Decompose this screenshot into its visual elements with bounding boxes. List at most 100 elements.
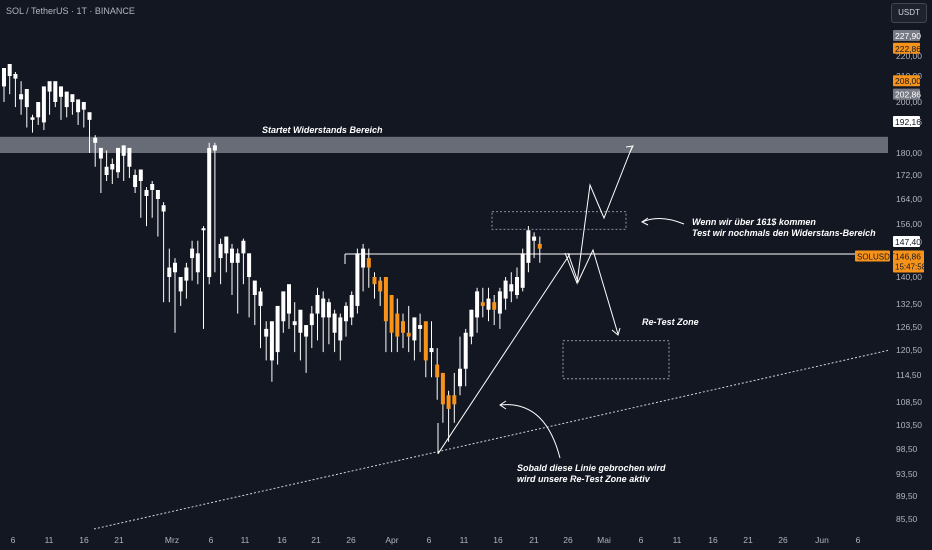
candle — [315, 287, 320, 341]
candle-body — [469, 309, 474, 337]
candle — [452, 372, 457, 423]
candle-body — [452, 395, 457, 405]
trend-pointer-arrow — [499, 404, 561, 459]
candle — [235, 248, 240, 314]
candle — [212, 142, 217, 273]
candle-body — [287, 284, 291, 314]
candle — [150, 181, 155, 218]
candle-body — [423, 321, 428, 361]
candle — [423, 321, 428, 378]
candle-countdown: 15:47:58 — [895, 263, 927, 272]
y-tick-label: 98,50 — [896, 444, 918, 454]
candle-body — [110, 164, 115, 170]
candle — [503, 277, 508, 310]
candle-body — [121, 145, 126, 156]
x-tick-label: 26 — [778, 535, 788, 545]
candle — [144, 187, 149, 227]
bearish-projection-path — [567, 248, 619, 335]
candle-body — [178, 277, 183, 292]
candle-body — [480, 302, 485, 306]
svg-text:147,40: 147,40 — [895, 237, 921, 247]
x-tick-label: 6 — [427, 535, 432, 545]
candle — [338, 313, 343, 361]
retest-box — [562, 340, 670, 380]
x-tick-label: 26 — [563, 535, 573, 545]
candle — [41, 86, 46, 131]
candle-body — [537, 243, 542, 249]
candle-body — [36, 102, 41, 118]
candle-body — [144, 190, 149, 196]
candle-body — [458, 368, 462, 387]
candle-body — [366, 258, 371, 268]
candle-body — [446, 395, 451, 409]
candle-body — [76, 99, 81, 113]
candle — [7, 64, 12, 95]
candle-body — [19, 94, 24, 100]
candle — [378, 277, 383, 306]
candle — [383, 277, 388, 353]
candle-body — [70, 94, 75, 102]
x-tick-label: 21 — [311, 535, 321, 545]
x-tick-label: 16 — [277, 535, 287, 545]
candle-body — [383, 277, 388, 322]
candle-body — [167, 267, 172, 277]
candle-body — [497, 291, 502, 314]
candle-body — [429, 348, 434, 353]
x-tick-label: 26 — [346, 535, 356, 545]
candle-body — [133, 175, 138, 187]
candle — [13, 72, 18, 108]
candle — [104, 150, 109, 181]
candle — [292, 302, 297, 353]
price-label: 192,16 — [893, 116, 921, 127]
candle — [440, 372, 445, 423]
svg-text:222,86: 222,86 — [895, 44, 921, 54]
candle — [389, 295, 394, 353]
candle — [515, 267, 519, 299]
note-pointer-arrow — [641, 218, 685, 225]
candle — [469, 309, 474, 345]
candle-body — [435, 364, 440, 378]
candle-body — [41, 86, 46, 123]
candle — [332, 309, 337, 353]
candle — [116, 147, 120, 178]
candle — [395, 298, 400, 353]
candle — [446, 390, 451, 442]
candle-body — [13, 74, 18, 79]
candle-body — [304, 325, 309, 337]
candle-body — [395, 313, 400, 337]
y-tick-label: 85,50 — [896, 514, 918, 524]
candle — [497, 287, 502, 329]
candle — [298, 309, 303, 361]
candle-body — [64, 91, 69, 108]
candle-body — [509, 284, 514, 292]
candle — [133, 169, 138, 193]
candle — [264, 321, 269, 361]
candle — [207, 142, 212, 285]
candle-body — [195, 253, 200, 273]
candle — [429, 321, 434, 378]
currency-button[interactable]: USDT — [891, 3, 927, 23]
candle-body — [401, 321, 405, 333]
trend-note-line2: wird unsere Re-Test Zone aktiv — [517, 474, 650, 484]
candle-body — [212, 145, 217, 151]
last-price-value: 146,86 — [895, 252, 921, 262]
candle-body — [252, 280, 257, 295]
candle — [87, 112, 92, 153]
candle-body — [264, 328, 269, 337]
x-tick-label: 6 — [11, 535, 16, 545]
candle — [138, 169, 143, 218]
candle — [475, 287, 480, 333]
candle — [24, 89, 29, 128]
candle — [458, 336, 462, 396]
candle — [59, 86, 63, 120]
candle — [241, 238, 246, 285]
candle — [2, 68, 6, 102]
rising-support-line — [437, 253, 571, 455]
bullish-arrow-head — [625, 145, 634, 153]
candle — [435, 348, 440, 400]
candle-body — [24, 89, 29, 108]
candle-body — [161, 205, 166, 212]
y-tick-label: 93,50 — [896, 469, 918, 479]
candle-body — [87, 112, 92, 120]
